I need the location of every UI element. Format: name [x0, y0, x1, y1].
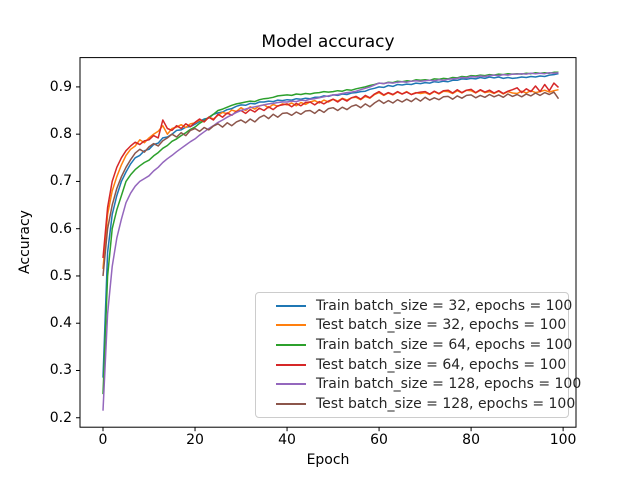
- y-tick-label: 0.2: [49, 409, 72, 426]
- legend-swatch: [276, 344, 306, 347]
- y-tick-label: 0.4: [49, 315, 72, 332]
- x-tick-label: 100: [549, 432, 577, 448]
- x-tick-label: 20: [186, 432, 204, 448]
- y-axis-label: Accuracy: [17, 210, 33, 274]
- legend-label: Train batch_size = 128, epochs = 100: [316, 376, 582, 393]
- series-line-3: [102, 71, 559, 395]
- series-line-6: [102, 91, 560, 277]
- series-line-4: [102, 82, 560, 259]
- legend-label: Train batch_size = 32, epochs = 100: [316, 297, 573, 314]
- legend-label: Test batch_size = 64, epochs = 100: [316, 356, 567, 373]
- legend-label: Test batch_size = 32, epochs = 100: [316, 317, 567, 334]
- axes-spines: [79, 57, 577, 428]
- series-line-5: [102, 71, 559, 411]
- legend-swatch: [276, 324, 306, 327]
- y-tick-label: 0.8: [49, 126, 72, 143]
- x-tick-label: 0: [98, 432, 108, 448]
- series-line-2: [102, 88, 559, 269]
- x-tick-label: 60: [370, 432, 388, 448]
- legend-swatch: [276, 403, 306, 406]
- chart-title: Model accuracy: [261, 32, 395, 52]
- legend: Train batch_size = 32, epochs = 100 Test …: [255, 292, 581, 418]
- x-axis-label: Epoch: [306, 452, 350, 468]
- legend-row: Test batch_size = 128, epochs = 100: [264, 396, 575, 412]
- legend-row: Test batch_size = 32, epochs = 100: [264, 317, 566, 333]
- y-tick-label: 0.7: [49, 173, 72, 190]
- legend-swatch: [276, 363, 306, 366]
- y-tick-label: 0.9: [49, 78, 72, 95]
- legend-row: Test batch_size = 64, epochs = 100: [264, 357, 566, 373]
- legend-label: Test batch_size = 128, epochs = 100: [316, 396, 576, 413]
- x-tick-label: 80: [462, 432, 481, 448]
- legend-row: Train batch_size = 64, epochs = 100: [264, 337, 572, 353]
- y-tick-label: 0.3: [49, 362, 72, 379]
- legend-row: Train batch_size = 32, epochs = 100: [264, 298, 572, 314]
- x-tick-label: 40: [278, 432, 296, 448]
- legend-swatch: [276, 383, 306, 386]
- legend-swatch: [276, 304, 306, 307]
- y-tick-label: 0.6: [49, 220, 72, 237]
- legend-row: Train batch_size = 128, epochs = 100: [264, 376, 581, 392]
- legend-label: Train batch_size = 64, epochs = 100: [316, 337, 573, 354]
- y-tick-label: 0.5: [49, 267, 72, 284]
